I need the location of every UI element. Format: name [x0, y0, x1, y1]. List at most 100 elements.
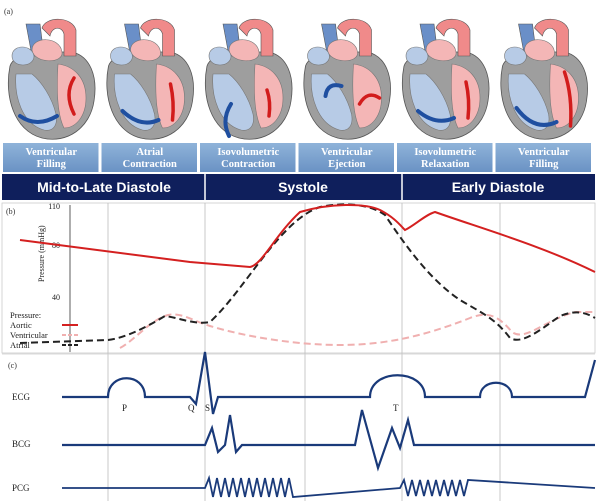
aorta-shape	[238, 18, 274, 57]
heart-illustration	[101, 16, 197, 142]
left-ventricle-shape	[56, 63, 87, 129]
stage-label-background	[101, 143, 197, 172]
left-ventricle-shape	[155, 63, 185, 129]
legend-atrial-label: Atrial	[10, 340, 30, 350]
blue-flow-arrow	[323, 83, 344, 98]
stage-label-line1: Ventricular	[321, 147, 373, 158]
panel-b-tag: (b)	[6, 207, 16, 216]
stage-label-line1: Ventricular	[518, 147, 570, 158]
blue-flow-arrow	[18, 114, 59, 124]
wave-t: T	[393, 403, 399, 413]
blue-flow-arrow	[120, 109, 161, 125]
stage-label-line1: Ventricular	[25, 147, 77, 158]
pcg-waveform	[62, 474, 596, 498]
right-ventricle-shape	[310, 73, 353, 131]
pressure-legend: Pressure: Aortic Ventricular Atrial	[10, 310, 78, 350]
stage-label-background	[495, 143, 591, 172]
right-atrium-shape	[11, 46, 35, 66]
right-ventricle-shape	[113, 73, 156, 131]
stage-label-line2: Contraction	[123, 159, 177, 170]
phase-mid-late-diastole: Mid-to-Late Diastole	[37, 179, 171, 195]
right-atrium-shape	[208, 46, 232, 66]
legend-aortic-label: Aortic	[10, 320, 32, 330]
red-flow-arrow	[464, 80, 471, 120]
ventricular-pressure-curve	[19, 203, 596, 344]
stage-label-line2: Contraction	[221, 159, 275, 170]
right-atrium-shape	[504, 46, 527, 66]
red-flow-arrow	[562, 70, 573, 128]
stage-label-background	[3, 143, 99, 172]
wave-q: Q	[188, 403, 195, 413]
heart-illustration	[3, 16, 99, 142]
red-flow-arrow	[67, 76, 76, 116]
panel-a-tag: (a)	[4, 7, 13, 16]
aorta-shape	[435, 18, 471, 57]
stage-label-background	[200, 143, 296, 172]
left-atrium-shape	[31, 39, 63, 62]
aorta-shape	[534, 18, 569, 57]
stage-label-background	[298, 143, 394, 172]
blue-flow-arrow	[223, 102, 233, 138]
stage-label-line1: Atrial	[136, 147, 163, 158]
left-atrium-shape	[327, 39, 358, 62]
right-ventricle-shape	[409, 73, 451, 131]
phase-bar	[2, 174, 595, 200]
aorta-shape	[140, 18, 175, 57]
heart-illustrations	[3, 16, 591, 142]
phase-systole: Systole	[278, 179, 328, 195]
aorta-shape	[337, 18, 372, 57]
legend-title: Pressure:	[10, 310, 41, 320]
right-atrium-shape	[110, 46, 133, 66]
stage-labels: VentricularFillingAtrialContractionIsovo…	[3, 143, 591, 172]
bcg-waveform	[62, 409, 595, 472]
phase-gridlines	[107, 203, 501, 501]
legend-ventricular-label: Ventricular	[10, 330, 48, 340]
heart-illustration	[200, 16, 296, 142]
stage-label-line2: Relaxation	[421, 159, 470, 170]
left-atrium-shape	[228, 39, 260, 62]
left-atrium-shape	[524, 39, 555, 62]
pressure-panel	[1, 202, 596, 354]
right-ventricle-shape	[15, 73, 57, 131]
red-flow-arrow	[168, 82, 175, 122]
red-flow-arrow	[265, 88, 272, 118]
right-atrium-shape	[307, 46, 330, 66]
right-atrium-shape	[405, 46, 429, 66]
right-ventricle-shape	[212, 73, 254, 131]
ecg-waveform	[62, 351, 597, 415]
tick-110: 110	[48, 202, 60, 211]
left-ventricle-shape	[450, 63, 481, 129]
aorta-shape	[41, 18, 77, 57]
heart-illustration	[495, 16, 591, 142]
tick-40: 40	[52, 293, 60, 302]
blue-flow-arrow	[514, 106, 559, 127]
pressure-y-label: Pressure (mmHg)	[37, 225, 46, 282]
stage-label-background	[397, 143, 493, 172]
row-label-pcg: PCG	[12, 483, 30, 493]
stage-label-line1: Isovolumetric	[217, 147, 279, 158]
left-atrium-shape	[425, 39, 457, 62]
stage-label-line2: Ejection	[328, 159, 365, 170]
red-flow-arrow	[357, 93, 382, 106]
blue-flow-arrow	[416, 109, 456, 123]
heart-illustration	[397, 16, 493, 142]
heart-illustration	[298, 16, 394, 142]
stage-label-line2: Filling	[529, 159, 559, 170]
row-label-ecg: ECG	[12, 392, 31, 402]
wave-s: S	[205, 403, 210, 413]
phase-early-diastole: Early Diastole	[452, 179, 545, 195]
left-atrium-shape	[130, 39, 161, 62]
aortic-pressure-curve	[19, 204, 596, 273]
stage-label-line2: Filling	[37, 159, 67, 170]
stage-label-line1: Isovolumetric	[414, 147, 476, 158]
panel-c-tag: (c)	[8, 361, 17, 370]
row-label-bcg: BCG	[12, 439, 31, 449]
